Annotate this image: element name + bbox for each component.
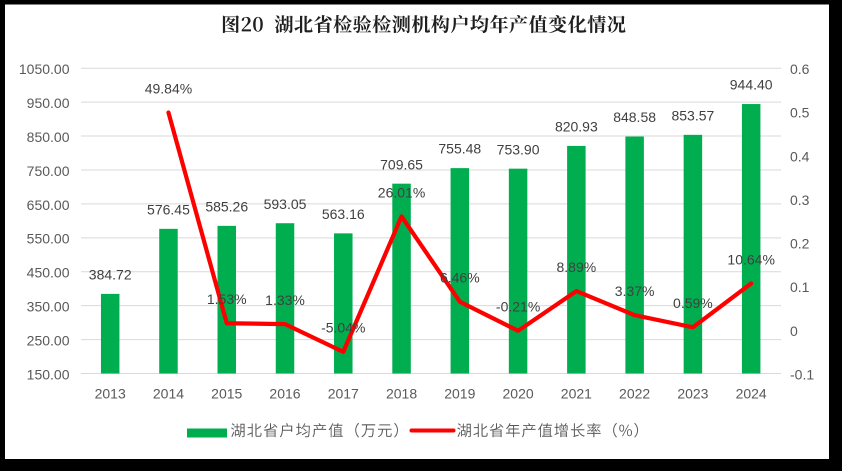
svg-text:585.26: 585.26 (205, 198, 248, 214)
svg-text:0.3: 0.3 (790, 192, 810, 208)
svg-text:850.00: 850.00 (27, 129, 70, 145)
svg-text:593.05: 593.05 (264, 196, 307, 212)
svg-text:10.64%: 10.64% (727, 251, 774, 267)
svg-text:2023: 2023 (677, 386, 708, 402)
svg-text:750.00: 750.00 (27, 163, 70, 179)
svg-text:848.58: 848.58 (613, 109, 656, 125)
svg-text:0.4: 0.4 (790, 148, 810, 164)
svg-text:2018: 2018 (386, 386, 417, 402)
svg-text:2015: 2015 (211, 386, 242, 402)
svg-text:0: 0 (790, 323, 798, 339)
svg-text:2013: 2013 (95, 386, 126, 402)
svg-text:384.72: 384.72 (89, 266, 132, 282)
svg-text:0.5: 0.5 (790, 105, 810, 121)
svg-text:563.16: 563.16 (322, 206, 365, 222)
svg-text:950.00: 950.00 (27, 95, 70, 111)
svg-text:755.48: 755.48 (438, 141, 481, 157)
svg-text:820.93: 820.93 (555, 119, 598, 135)
svg-text:-5.04%: -5.04% (321, 320, 365, 336)
svg-text:49.84%: 49.84% (145, 80, 192, 96)
svg-text:576.45: 576.45 (147, 201, 190, 217)
svg-text:-0.21%: -0.21% (496, 299, 540, 315)
svg-text:8.89%: 8.89% (557, 259, 597, 275)
svg-text:350.00: 350.00 (27, 299, 70, 315)
svg-text:3.37%: 3.37% (615, 283, 655, 299)
svg-text:250.00: 250.00 (27, 332, 70, 348)
svg-text:450.00: 450.00 (27, 265, 70, 281)
svg-text:2020: 2020 (503, 386, 534, 402)
svg-text:150.00: 150.00 (27, 366, 70, 382)
svg-text:2016: 2016 (269, 386, 300, 402)
svg-text:2021: 2021 (561, 386, 592, 402)
svg-text:709.65: 709.65 (380, 156, 423, 172)
svg-text:1.53%: 1.53% (207, 291, 247, 307)
svg-text:2022: 2022 (619, 386, 650, 402)
svg-text:-0.1: -0.1 (790, 366, 814, 382)
svg-text:550.00: 550.00 (27, 231, 70, 247)
svg-text:0.2: 0.2 (790, 236, 810, 252)
svg-text:944.40: 944.40 (730, 77, 773, 93)
svg-text:26.01%: 26.01% (378, 184, 425, 200)
svg-text:0.6: 0.6 (790, 61, 810, 77)
svg-text:2017: 2017 (328, 386, 359, 402)
svg-text:853.57: 853.57 (671, 107, 714, 123)
svg-text:0.1: 0.1 (790, 279, 810, 295)
svg-text:1.33%: 1.33% (265, 292, 305, 308)
svg-text:650.00: 650.00 (27, 197, 70, 213)
svg-text:6.46%: 6.46% (440, 270, 480, 286)
svg-text:2024: 2024 (736, 386, 767, 402)
svg-text:2014: 2014 (153, 386, 184, 402)
svg-text:753.90: 753.90 (497, 141, 540, 157)
svg-text:2019: 2019 (444, 386, 475, 402)
svg-text:1050.00: 1050.00 (19, 61, 70, 77)
svg-text:0.59%: 0.59% (673, 295, 713, 311)
